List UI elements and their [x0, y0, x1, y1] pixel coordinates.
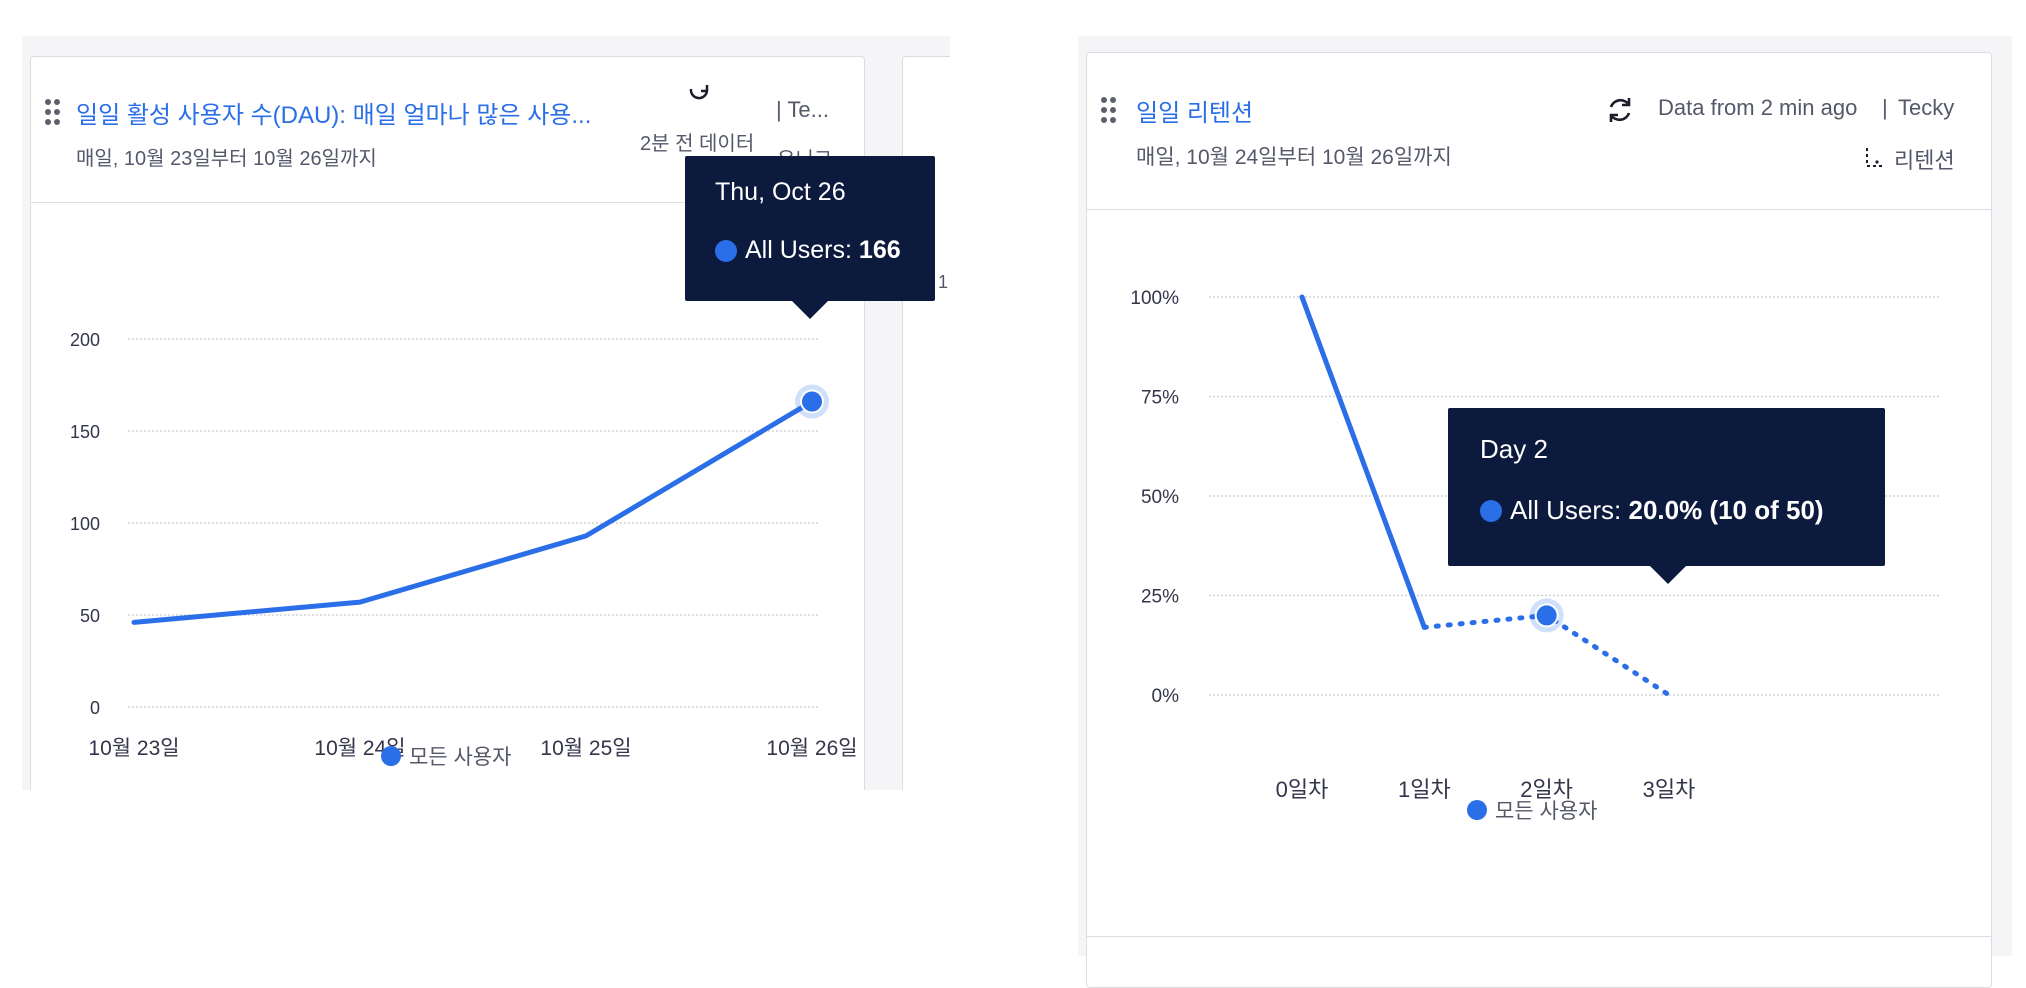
tooltip-series-label: All Users: [745, 236, 852, 264]
y-tick-label: 25% [1141, 587, 1179, 608]
y-tick-label: 100% [1130, 288, 1179, 309]
y-tick-label: 100 [70, 514, 100, 534]
retention-line-chart: 0% 25% 50% 75% 100% 0일차 1일차 2일차 3일차 [1130, 288, 1941, 802]
tooltip-value: 166 [858, 236, 901, 264]
tooltip-row: All Users: 166 [715, 236, 901, 265]
x-tick-label: 1일차 [1398, 777, 1451, 802]
project-label: Tecky [1898, 95, 1955, 120]
drag-handle-icon[interactable] [1101, 97, 1116, 123]
x-tick-label: 0일차 [1276, 777, 1329, 802]
meta-separator: | [1882, 95, 1888, 120]
next-card-axis-label: 1 [938, 272, 949, 292]
tooltip-row: All Users: 20.0% (10 of 50) [1480, 495, 1824, 526]
chart-tooltip: Day 2 All Users: 20.0% (10 of 50) [1448, 408, 1885, 584]
chart-subtitle: 매일, 10월 23일부터 10월 26일까지 [76, 148, 377, 170]
metric-type-label: 리텐션 [1894, 148, 1955, 173]
data-age-label: 2분 전 데이터 [640, 133, 755, 155]
refresh-icon[interactable] [687, 85, 713, 105]
x-tick-label: 2일차 [1520, 777, 1573, 802]
retention-icon [1866, 148, 1885, 167]
legend-color-swatch [1467, 800, 1487, 820]
x-tick-label: 10월 23일 [88, 737, 179, 760]
tooltip-value: 20.0% (10 of 50) [1628, 495, 1824, 525]
tooltip-series-label: All Users: [1510, 495, 1622, 525]
x-tick-label: 10월 26일 [766, 737, 857, 760]
card-header [31, 57, 864, 203]
tooltip-swatch [715, 239, 737, 262]
tooltip-title: Day 2 [1480, 434, 1548, 464]
x-tick-label: 10월 25일 [540, 737, 631, 760]
chart-title[interactable]: 일일 리텐션 [1136, 100, 1254, 127]
legend-label: 모든 사용자 [409, 746, 512, 769]
y-tick-label: 0 [90, 698, 100, 718]
y-tick-label: 0% [1152, 686, 1180, 707]
project-label: | Te... [776, 97, 830, 122]
legend-label: 모든 사용자 [1495, 800, 1598, 823]
card-header [1087, 53, 1991, 210]
tooltip-swatch [1480, 499, 1502, 522]
y-tick-label: 200 [70, 330, 100, 350]
tooltip-pointer [792, 301, 828, 319]
y-tick-label: 50 [80, 606, 100, 626]
y-tick-label: 75% [1141, 388, 1179, 409]
refresh-icon[interactable] [1605, 95, 1635, 125]
x-tick-label: 3일차 [1643, 777, 1696, 802]
y-tick-label: 150 [70, 422, 100, 442]
series-line [131, 399, 815, 625]
data-point-highlighted [1534, 603, 1559, 628]
chart-title[interactable]: 일일 활성 사용자 수(DAU): 매일 얼마나 많은 사용... [76, 102, 592, 129]
chart-tooltip: Thu, Oct 26 All Users: 166 [685, 156, 935, 319]
bottom-gutter [0, 790, 1078, 988]
drag-handle-icon[interactable] [45, 99, 60, 125]
data-age-label: Data from 2 min ago [1658, 95, 1858, 120]
y-tick-label: 50% [1141, 487, 1179, 508]
chart-legend[interactable]: 모든 사용자 [1467, 795, 1597, 825]
card-footer-divider [1087, 936, 1991, 937]
chart-legend[interactable]: 모든 사용자 [381, 741, 511, 771]
chart-subtitle: 매일, 10월 24일부터 10월 26일까지 [1136, 146, 1452, 169]
data-point-highlighted [800, 389, 824, 414]
tooltip-title: Thu, Oct 26 [715, 178, 846, 206]
series-line [1299, 294, 1427, 630]
legend-color-swatch [381, 746, 401, 766]
tooltip-pointer [1650, 566, 1686, 584]
